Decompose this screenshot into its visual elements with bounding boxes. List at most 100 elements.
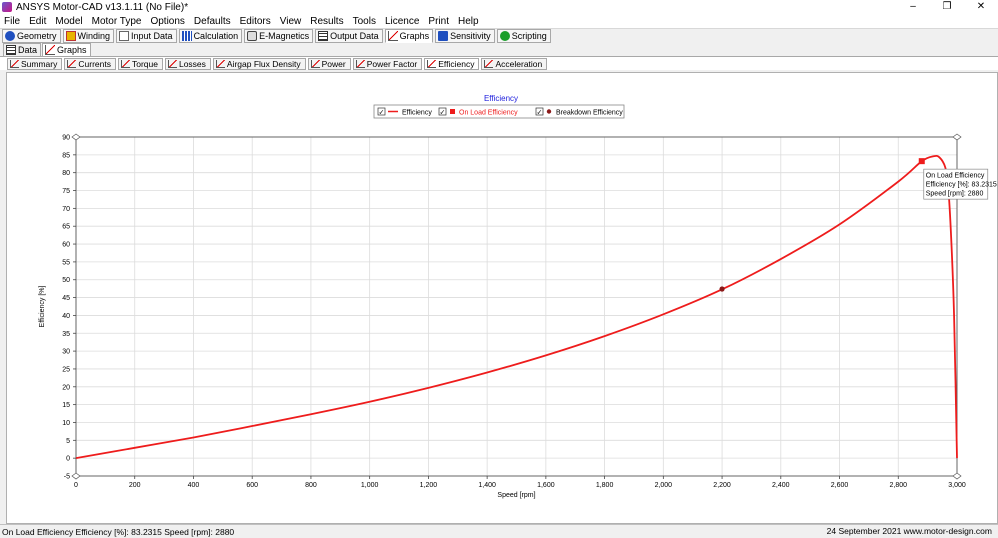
marker-on-load-efficiency[interactable]	[918, 158, 925, 165]
toolbar-winding-button[interactable]: Winding	[62, 29, 115, 43]
minimize-button[interactable]: –	[910, 1, 916, 12]
x-tick-label: 1,000	[361, 482, 379, 489]
legend-entry-breakdown-efficiency: Breakdown Efficiency	[556, 110, 623, 117]
status-bar: On Load Efficiency Efficiency [%]: 83.23…	[0, 524, 998, 538]
graph-tab-torque[interactable]: Torque	[117, 57, 163, 70]
toolbar-graphs-button[interactable]: Graphs	[384, 29, 434, 43]
x-tick-label: 800	[305, 482, 317, 489]
toolbar-label: Input Data	[131, 31, 173, 41]
geometry-icon	[5, 31, 15, 41]
graph-tab-losses[interactable]: Losses	[164, 57, 211, 70]
graph-tab-airgap-flux-density[interactable]: Airgap Flux Density	[212, 57, 306, 70]
menu-options[interactable]: Options	[150, 15, 185, 27]
y-tick-label: 70	[62, 206, 70, 213]
graph-tab-power[interactable]: Power	[307, 57, 351, 70]
maximize-button[interactable]: ❐	[942, 1, 952, 12]
e-magnetics-icon	[247, 31, 258, 41]
graph-tab-currents[interactable]: Currents	[64, 57, 116, 70]
menu-print[interactable]: Print	[428, 15, 449, 27]
menu-model[interactable]: Model	[55, 15, 83, 27]
graph-icon	[215, 59, 225, 68]
graph-tab-power-factor[interactable]: Power Factor	[352, 57, 423, 70]
efficiency-chart: Efficiency ✓ Efficiency ✓ On Load Efficiency…	[39, 94, 997, 499]
menu-help[interactable]: Help	[457, 15, 479, 27]
sensitivity-icon	[438, 31, 449, 41]
graph-tab-efficiency[interactable]: Efficiency	[424, 57, 480, 70]
cursor-handle-icon[interactable]	[71, 472, 81, 480]
view-tabs: Data Graphs	[0, 43, 998, 56]
menu-results[interactable]: Results	[310, 15, 344, 27]
cursor-handle-icon[interactable]	[952, 472, 962, 480]
graph-tab-label: Power	[321, 58, 346, 69]
legend-checkbox-breakdown-efficiency[interactable]: ✓	[535, 107, 544, 117]
toolbar-label: Scripting	[511, 31, 547, 41]
graph-tab-label: Torque	[131, 58, 158, 69]
close-button[interactable]: ✕	[976, 1, 986, 12]
menu-tools[interactable]: Tools	[352, 15, 376, 27]
menu-edit[interactable]: Edit	[29, 15, 47, 27]
toolbar-sensitivity-button[interactable]: Sensitivity	[435, 29, 495, 43]
cursor-handle-icon[interactable]	[952, 133, 962, 141]
y-tick-label: 10	[62, 420, 70, 427]
menu-file[interactable]: File	[4, 15, 21, 27]
graph-tab-label: Airgap Flux Density	[226, 58, 301, 69]
legend-checkbox-on-load-efficiency[interactable]: ✓	[438, 107, 447, 117]
menu-view[interactable]: View	[279, 15, 302, 27]
x-tick-label: 2,000	[655, 482, 673, 489]
toolbar-label: Output Data	[330, 31, 379, 41]
graph-tab-label: Losses	[178, 58, 206, 69]
toolbar-calculation-button[interactable]: Calculation	[178, 29, 243, 43]
graphs-icon	[387, 31, 398, 41]
tab-graphs[interactable]: Graphs	[42, 43, 91, 56]
x-tick-label: 1,200	[420, 482, 438, 489]
y-tick-label: 40	[62, 313, 70, 320]
x-tick-label: 3,000	[948, 482, 966, 489]
x-tick-label: 200	[129, 482, 141, 489]
graph-tab-label: Acceleration	[495, 58, 543, 69]
output-data-icon	[318, 31, 329, 41]
menu-defaults[interactable]: Defaults	[193, 15, 231, 27]
y-tick-label: 75	[62, 188, 70, 195]
menu-editors[interactable]: Editors	[239, 15, 271, 27]
x-tick-label: 600	[246, 482, 258, 489]
toolbar-label: Sensitivity	[450, 31, 491, 41]
toolbar-input-data-button[interactable]: Input Data	[116, 29, 177, 43]
marker-breakdown-efficiency[interactable]	[719, 286, 725, 292]
toolbar-geometry-button[interactable]: Geometry	[2, 29, 61, 43]
tab-data[interactable]: Data	[3, 43, 42, 56]
chart-title: Efficiency	[484, 94, 518, 103]
menu-licence[interactable]: Licence	[384, 15, 420, 27]
toolbar-scripting-button[interactable]: Scripting	[496, 29, 551, 43]
x-tick-label: 2,200	[713, 482, 731, 489]
svg-text:✓: ✓	[440, 110, 446, 117]
toolbar-output-data-button[interactable]: Output Data	[315, 29, 383, 43]
data-grid-icon	[6, 45, 16, 55]
series-line-efficiency	[75, 154, 958, 460]
toolbar-label: Graphs	[399, 31, 430, 41]
graph-tab-summary[interactable]: Summary	[7, 57, 63, 70]
graph-icon	[67, 59, 77, 68]
cursor-handle-icon[interactable]	[71, 133, 81, 141]
data-tooltip: On Load Efficiency Efficiency [%]: 83.231…	[923, 168, 997, 200]
x-tick-label: 0	[74, 482, 78, 489]
y-tick-label: 80	[62, 170, 70, 177]
chart-grid	[75, 136, 958, 477]
y-tick-label: 15	[62, 402, 70, 409]
graph-tab-label: Power Factor	[366, 58, 418, 69]
tab-label: Data	[18, 45, 38, 55]
graph-tab-acceleration[interactable]: Acceleration	[481, 57, 548, 70]
graph-icon	[427, 59, 437, 68]
y-tick-label: 50	[62, 277, 70, 284]
x-tick-label: 2,600	[831, 482, 849, 489]
legend-entry-on-load-efficiency: On Load Efficiency	[459, 110, 518, 117]
toolbar-e-magnetics-button[interactable]: E-Magnetics	[244, 29, 314, 43]
toolbar-label: Geometry	[17, 31, 57, 41]
legend-square-swatch	[450, 109, 455, 114]
legend-checkbox-efficiency[interactable]: ✓	[377, 107, 386, 117]
tab-label: Graphs	[57, 45, 87, 55]
y-tick-label: 0	[66, 456, 70, 463]
y-tick-label: 35	[62, 331, 70, 338]
graph-tab-label: Summary	[21, 58, 58, 69]
y-tick-label: 60	[62, 242, 70, 249]
menu-motor-type[interactable]: Motor Type	[91, 15, 142, 27]
